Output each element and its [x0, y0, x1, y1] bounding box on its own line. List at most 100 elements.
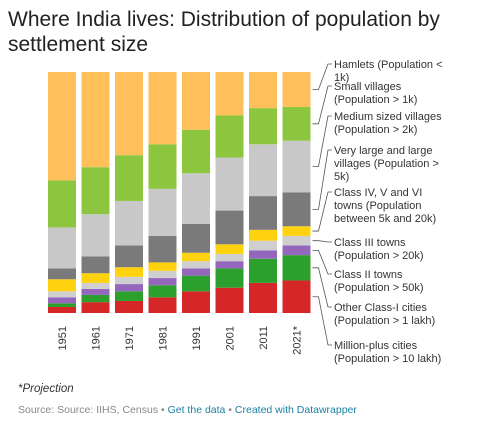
footer-separator: • [225, 404, 235, 416]
bar-segment[interactable] [148, 285, 177, 298]
x-tick-label: 2001 [225, 326, 237, 350]
bar-segment[interactable] [115, 155, 143, 201]
legend-leader-line [312, 191, 332, 232]
bar-segment[interactable] [282, 106, 311, 141]
bar-segment[interactable] [182, 261, 210, 269]
bar-segment[interactable] [282, 280, 311, 313]
bar-segment[interactable] [249, 250, 277, 259]
bar-segment[interactable] [115, 284, 143, 292]
bar-segment[interactable] [182, 72, 210, 130]
bar-segment[interactable] [215, 268, 244, 288]
bar-segment[interactable] [48, 268, 76, 280]
bar-segment[interactable] [215, 72, 244, 116]
bar-segment[interactable] [148, 278, 177, 286]
bar-segment[interactable] [148, 297, 177, 313]
legend-leader-line [312, 249, 332, 275]
datawrapper-link[interactable]: Created with Datawrapper [234, 404, 357, 416]
bar-segment[interactable] [148, 144, 177, 189]
bar-segment[interactable] [148, 235, 177, 263]
bar-segment[interactable] [182, 173, 210, 224]
bar-segment[interactable] [215, 244, 244, 254]
bar-segment[interactable] [249, 196, 277, 230]
bar-segment[interactable] [81, 167, 110, 215]
bar-segment[interactable] [115, 291, 143, 301]
bar-segment[interactable] [48, 72, 76, 181]
x-tick-label: 1961 [91, 326, 103, 350]
bar-segment[interactable] [182, 275, 210, 292]
bar-segment[interactable] [48, 180, 76, 228]
legend-leader-line [312, 63, 332, 90]
bar-segment[interactable] [249, 240, 277, 251]
bar-segment[interactable] [215, 253, 244, 262]
bar-segment[interactable] [215, 157, 244, 211]
bar-segment[interactable] [215, 261, 244, 269]
bar-segment[interactable] [182, 291, 210, 313]
bar-segment[interactable] [48, 227, 76, 269]
x-tick-label: 1951 [57, 326, 69, 350]
bar-segment[interactable] [115, 276, 143, 285]
bar-segment[interactable] [249, 229, 277, 241]
bar-segment[interactable] [282, 192, 311, 227]
bar-segment[interactable] [81, 273, 110, 283]
legend-label: Very large and large villages (Population… [334, 145, 439, 183]
bar-segment[interactable] [81, 294, 110, 303]
bar-segment[interactable] [115, 300, 143, 313]
legend-label: Class IV, V and VI towns (Population betwe… [334, 187, 436, 225]
bar-segment[interactable] [148, 270, 177, 279]
bar-segment[interactable] [249, 282, 277, 313]
legend-leader-line [312, 149, 332, 210]
bar-segment[interactable] [81, 256, 110, 274]
legend-label: Other Class-I cities (Population > 1 lakh… [334, 302, 435, 327]
legend-label: Class II towns (Population > 50k) [334, 269, 424, 294]
legend-label: Million-plus cities (Population > 10 lakh… [334, 340, 441, 365]
bar-segment[interactable] [81, 302, 110, 313]
bar-segment[interactable] [148, 262, 177, 271]
bar-segment[interactable] [81, 288, 110, 295]
x-tick-label: 1971 [124, 326, 136, 350]
bar-segment[interactable] [81, 282, 110, 289]
bar-segment[interactable] [48, 303, 76, 307]
bar-segment[interactable] [182, 268, 210, 276]
footer-separator: • [158, 404, 168, 416]
bar-segment[interactable] [282, 255, 311, 281]
legend-label: Small villages (Population > 1k) [334, 81, 417, 106]
footer: Source: Source: IIHS, Census • Get the d… [18, 404, 357, 416]
bar-segment[interactable] [148, 188, 177, 236]
bar-segment[interactable] [115, 200, 143, 246]
bar-segment[interactable] [249, 258, 277, 283]
bar-segment[interactable] [282, 72, 311, 107]
legend-leader-line [312, 240, 332, 243]
legend-label: Medium sized villages (Population > 2k) [334, 111, 442, 136]
bar-segment[interactable] [81, 72, 110, 168]
bar-segment[interactable] [249, 108, 277, 145]
bar-segment[interactable] [282, 245, 311, 256]
bar-segment[interactable] [48, 297, 76, 304]
bar-segment[interactable] [115, 267, 143, 277]
bar-segment[interactable] [81, 214, 110, 257]
source-text: Source: Source: IIHS, Census [18, 404, 159, 416]
x-tick-label: 2021* [292, 325, 304, 354]
legend-label: Hamlets (Population <1k) [334, 59, 443, 84]
bar-segment[interactable] [215, 210, 244, 245]
bar-segment[interactable] [215, 115, 244, 158]
bar-segment[interactable] [182, 129, 210, 174]
get-data-link[interactable]: Get the data [167, 404, 226, 416]
bar-segment[interactable] [282, 140, 311, 193]
bar-segment[interactable] [182, 223, 210, 253]
bar-segment[interactable] [115, 245, 143, 268]
bar-segment[interactable] [249, 72, 277, 109]
bar-segment[interactable] [115, 72, 143, 156]
bar-segment[interactable] [48, 291, 76, 298]
bar-segment[interactable] [282, 226, 311, 236]
projection-note: *Projection [18, 383, 74, 395]
x-tick-label: 2011 [258, 326, 270, 350]
bar-segment[interactable] [48, 306, 76, 313]
bar-segment[interactable] [148, 72, 177, 145]
bar-segment[interactable] [215, 287, 244, 313]
bar-segment[interactable] [182, 252, 210, 262]
bar-segment[interactable] [282, 235, 311, 246]
legend-leader-line [312, 267, 332, 308]
bar-segment[interactable] [48, 279, 76, 292]
bar-segment[interactable] [249, 144, 277, 197]
